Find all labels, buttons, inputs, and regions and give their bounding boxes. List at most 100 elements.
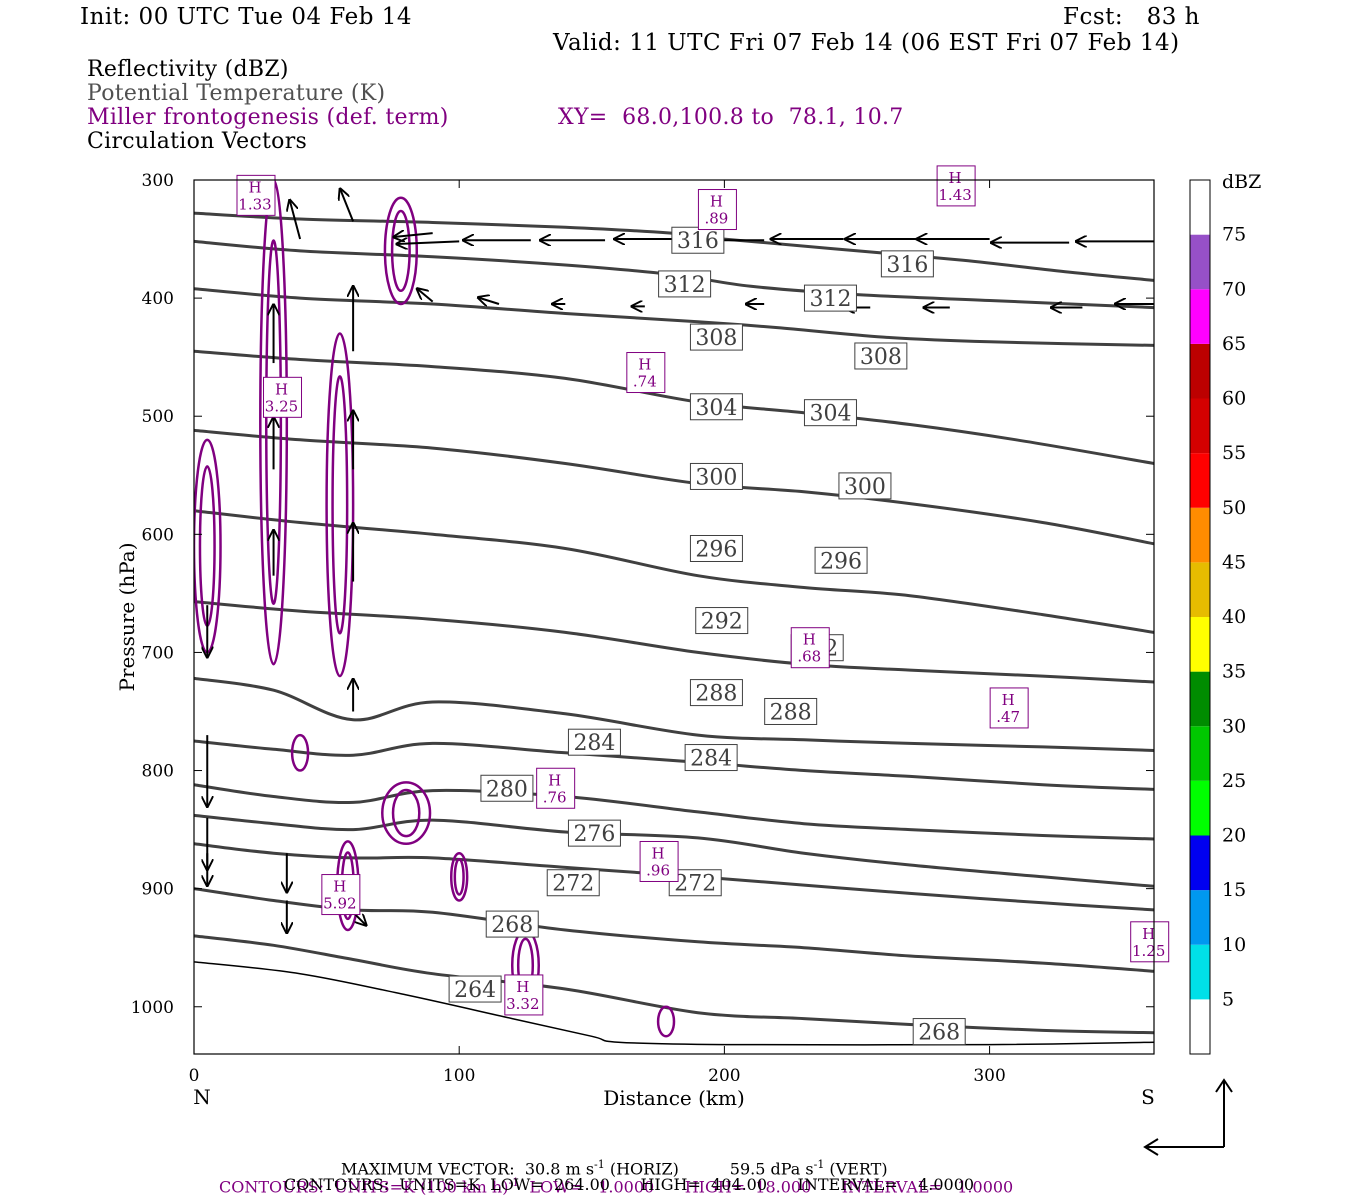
theta-label-box xyxy=(485,910,539,938)
isentrope-308 xyxy=(194,287,1154,347)
colorbar-label: 60 xyxy=(1222,388,1246,410)
y-tick-label: 500 xyxy=(142,407,174,427)
theta-label: 276 xyxy=(573,822,615,847)
colorbar-bin xyxy=(1190,507,1210,563)
y-axis-label: Pressure (hPa) xyxy=(115,543,139,692)
fronto-max-box xyxy=(236,174,276,216)
valid-time: Valid: 11 UTC Fri 07 Feb 14 (06 EST Fri … xyxy=(553,30,1180,56)
fronto-max-box xyxy=(626,352,666,394)
y-tick-label: 900 xyxy=(142,880,174,900)
colorbar-label: 30 xyxy=(1222,715,1246,737)
isentrope-304 xyxy=(194,349,1154,465)
x-axis-label: Distance (km) xyxy=(603,1086,745,1110)
fronto-max-value: .89 xyxy=(705,210,729,228)
colorbar-bin xyxy=(1190,671,1210,727)
endpoint-right: S xyxy=(1141,1085,1155,1109)
theta-label: 284 xyxy=(690,747,732,772)
frontogenesis-contour xyxy=(656,1005,676,1038)
theta-label-box xyxy=(803,284,857,312)
max-vector-vert-exp: -1 xyxy=(813,1158,825,1171)
fronto-max-box xyxy=(321,874,361,916)
theta-label-box xyxy=(912,1018,966,1046)
theta-label-box xyxy=(567,728,621,756)
frontogenesis-contour xyxy=(265,239,283,605)
colorbar-label: 20 xyxy=(1222,825,1246,847)
fronto-max-box xyxy=(263,376,303,418)
theta-label: 292 xyxy=(701,610,743,635)
colorbar-label: 40 xyxy=(1222,606,1246,628)
colorbar-bin xyxy=(1190,343,1210,399)
frontogenesis-contour xyxy=(383,196,419,306)
fronto-max-box xyxy=(1130,921,1170,963)
theta-label-box xyxy=(814,546,868,574)
theta-label: 288 xyxy=(770,700,812,725)
colorbar-bin xyxy=(1190,617,1210,672)
frontogenesis-contour xyxy=(453,857,465,896)
theta-label: 304 xyxy=(695,396,737,421)
max-vector-horiz-exp: -1 xyxy=(594,1158,605,1171)
init-time: Init: 00 UTC Tue 04 Feb 14 xyxy=(80,4,413,30)
fronto-max-value: .68 xyxy=(797,648,821,666)
fronto-max-box xyxy=(639,840,679,882)
frontogenesis-contours xyxy=(194,180,676,1038)
x-tick-label: 200 xyxy=(708,1066,740,1086)
frontogenesis-contour xyxy=(381,781,432,846)
colorbar-bin xyxy=(1190,726,1210,781)
fronto-max-letter: H xyxy=(248,178,261,196)
theta-label-box xyxy=(689,393,743,421)
max-vector-horiz: 30.8 m s xyxy=(524,1159,595,1179)
fronto-max-box xyxy=(697,189,737,231)
isentrope-292 xyxy=(194,600,1154,684)
colorbar-label: 10 xyxy=(1222,934,1246,956)
fronto-max-letter: H xyxy=(652,844,665,862)
theta-label-box xyxy=(838,472,892,500)
theta-label-box xyxy=(689,679,743,707)
theta-label-box xyxy=(480,774,534,802)
theta-label: 312 xyxy=(809,287,851,312)
circulation-vector xyxy=(394,233,433,237)
theta-label: 300 xyxy=(844,475,886,500)
theta-label: 300 xyxy=(695,465,737,490)
fronto-max-value: 3.32 xyxy=(506,995,539,1013)
endpoint-left: N xyxy=(193,1085,211,1109)
fronto-max-box xyxy=(504,974,544,1016)
colorbar-bin xyxy=(1190,999,1210,1054)
fronto-max-letter: H xyxy=(275,380,288,398)
fronto-max-value: .76 xyxy=(543,788,567,806)
theta-label-box xyxy=(689,462,743,490)
fronto-max-value: .47 xyxy=(996,708,1020,726)
y-tick-label: 600 xyxy=(142,525,174,545)
theta-label: 272 xyxy=(674,872,716,897)
fronto-max-box xyxy=(536,767,576,809)
colorbar-bin xyxy=(1190,453,1210,508)
contours-fronto-units: CONTOURS: UNITS=K (100 km h) xyxy=(219,1177,509,1197)
frontogenesis-contour xyxy=(391,788,421,838)
colorbar-label: 45 xyxy=(1222,551,1246,573)
colorbar-bin xyxy=(1190,890,1210,945)
x-tick-label: 0 xyxy=(189,1066,200,1086)
colorbar-label: 5 xyxy=(1222,988,1234,1010)
theta-label-box xyxy=(546,869,600,897)
frontogenesis-contour xyxy=(290,733,310,772)
fronto-max-letter: H xyxy=(1142,925,1155,943)
isentrope-296 xyxy=(194,509,1154,634)
fronto-max-value: 1.25 xyxy=(1132,942,1165,960)
fronto-max-value: 5.92 xyxy=(323,895,356,913)
x-tick-label: 300 xyxy=(973,1066,1005,1086)
theta-label: 284 xyxy=(573,731,615,756)
frontogenesis-contour xyxy=(259,180,289,666)
theta-label: 308 xyxy=(695,326,737,351)
theta-label: 316 xyxy=(677,229,719,254)
theta-label: 264 xyxy=(454,978,496,1003)
theta-label-box xyxy=(567,819,621,847)
colorbar-label: 15 xyxy=(1222,879,1246,901)
y-tick-label: 400 xyxy=(142,289,174,309)
colorbar-bin xyxy=(1190,234,1210,290)
colorbar-bin xyxy=(1190,944,1210,1000)
frontogenesis-contour xyxy=(449,851,469,902)
reference-vector xyxy=(1143,1078,1233,1156)
fronto-max-letter: H xyxy=(638,356,651,374)
max-vector-label: MAXIMUM VECTOR: xyxy=(341,1159,515,1179)
circulation-vector xyxy=(478,298,500,305)
